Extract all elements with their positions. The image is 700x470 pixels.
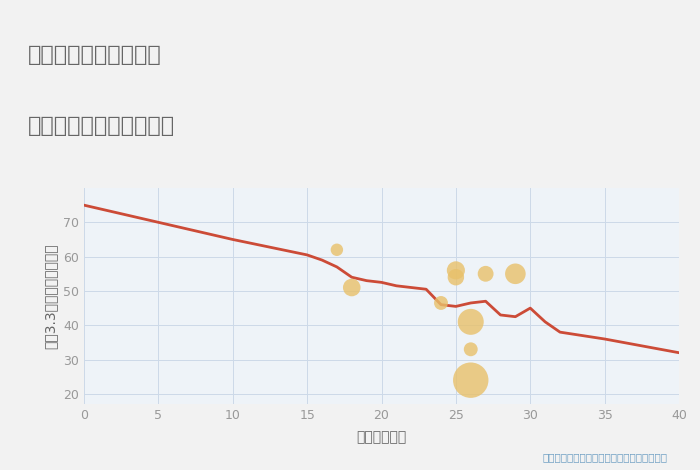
Text: 兵庫県西宮市清瀬台の: 兵庫県西宮市清瀬台の	[28, 45, 162, 65]
Y-axis label: 坪（3.3㎡）単価（万円）: 坪（3.3㎡）単価（万円）	[43, 243, 57, 349]
Point	[465, 345, 476, 353]
Point	[465, 376, 476, 384]
Text: 築年数別中古戸建て価格: 築年数別中古戸建て価格	[28, 116, 175, 136]
Point	[346, 284, 357, 291]
Point	[450, 274, 461, 281]
Point	[331, 246, 342, 253]
Point	[480, 270, 491, 278]
Point	[465, 318, 476, 326]
Point	[450, 266, 461, 274]
Text: 円の大きさは、取引のあった物件面積を示す: 円の大きさは、取引のあった物件面積を示す	[542, 452, 667, 462]
Point	[510, 270, 521, 278]
Point	[435, 299, 447, 307]
X-axis label: 築年数（年）: 築年数（年）	[356, 431, 407, 445]
